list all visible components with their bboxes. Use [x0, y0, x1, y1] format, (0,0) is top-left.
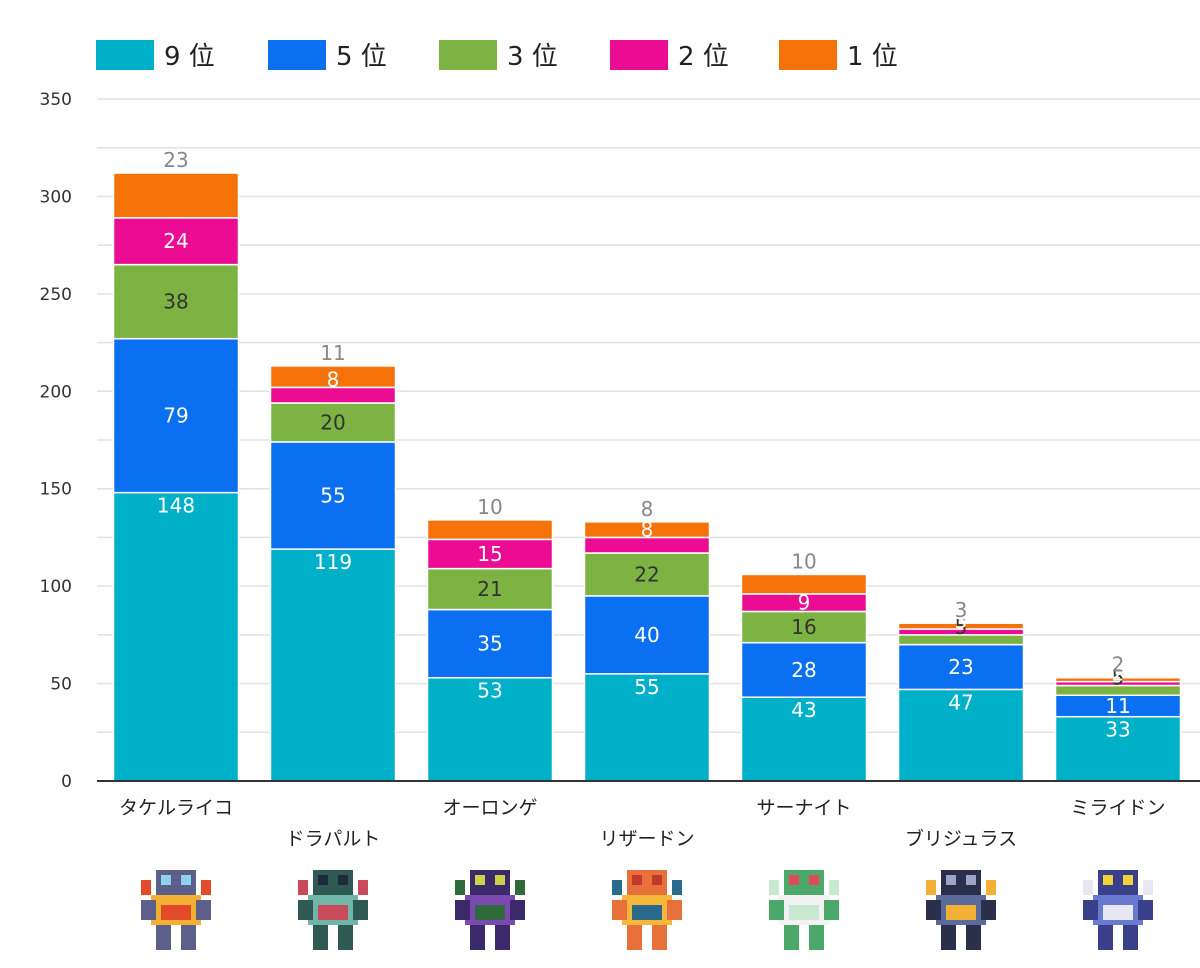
bar-segment — [426, 519, 554, 541]
data-label: 16 — [791, 615, 816, 639]
bar-segment — [269, 441, 397, 550]
bar-segment — [112, 263, 240, 340]
data-label: 8 — [327, 367, 340, 391]
bar-segment — [112, 337, 240, 494]
grimmsnarl-sprite — [440, 860, 540, 960]
data-label: 11 — [320, 341, 345, 365]
raging-bolt-sprite — [126, 860, 226, 960]
bar-segment — [1054, 715, 1182, 782]
data-label: 3 — [955, 598, 968, 622]
bar-segment — [583, 521, 711, 539]
data-label: 9 — [798, 591, 811, 615]
data-label: 15 — [477, 542, 502, 566]
archaludon-sprite — [911, 860, 1011, 960]
legend-swatch — [268, 40, 326, 70]
x-category-label: サーナイト — [756, 797, 851, 819]
data-label: 3 — [955, 609, 968, 633]
charizard-sprite — [597, 860, 697, 960]
data-label: 53 — [477, 679, 502, 703]
data-label: 22 — [634, 562, 659, 586]
legend-swatch — [610, 40, 668, 70]
bar-segment — [426, 538, 554, 570]
data-label: 24 — [163, 229, 188, 253]
legend-label: 5 位 — [336, 42, 387, 72]
bar-segment — [426, 608, 554, 679]
bar-segment — [583, 595, 711, 675]
legend-label: 9 位 — [164, 42, 215, 72]
data-label: 38 — [163, 290, 188, 314]
data-label: 33 — [1105, 718, 1130, 742]
data-label: 47 — [948, 690, 973, 714]
data-label: 79 — [163, 404, 188, 428]
data-label: 11 — [1105, 694, 1130, 718]
y-tick-label: 100 — [40, 577, 72, 597]
legend-swatch — [96, 40, 154, 70]
data-label: 10 — [791, 549, 816, 573]
bar-segment — [740, 641, 868, 698]
bar-segment — [740, 573, 868, 595]
bars: 1487938242311955208115335211510554022884… — [112, 148, 1182, 782]
bar-segment — [269, 548, 397, 782]
data-label: 35 — [477, 632, 502, 656]
bar-segment — [897, 622, 1025, 630]
y-tick-label: 300 — [40, 187, 72, 207]
data-label: 5 — [1112, 666, 1125, 690]
bar-segment — [112, 217, 240, 266]
legend-label: 2 位 — [678, 42, 729, 72]
data-label: 119 — [314, 550, 352, 574]
data-label: 23 — [163, 148, 188, 172]
legend-label: 3 位 — [507, 42, 558, 72]
x-category-label: タケルライコ — [119, 797, 233, 819]
dragapult-sprite — [283, 860, 383, 960]
data-label: 28 — [791, 658, 816, 682]
x-category-label: ドラパルト — [286, 828, 381, 850]
bar-segment — [897, 688, 1025, 782]
data-label: 8 — [641, 517, 654, 541]
data-label: 148 — [157, 494, 195, 518]
y-tick-label: 200 — [40, 382, 72, 402]
data-label: 5 — [955, 615, 968, 639]
y-tick-label: 50 — [50, 675, 72, 695]
x-category-label: オーロンゲ — [442, 797, 537, 819]
legend-label: 1 位 — [847, 42, 898, 72]
data-label: 55 — [634, 675, 659, 699]
bar-segment — [583, 552, 711, 597]
bar-segment — [897, 643, 1025, 691]
data-label: 2 — [1112, 653, 1125, 677]
bar-segment — [112, 491, 240, 782]
data-label: 43 — [791, 698, 816, 722]
legend-swatch — [779, 40, 837, 70]
data-label: 2 — [1112, 662, 1125, 686]
bar-segment — [426, 567, 554, 611]
y-axis: 0 50 100 150 200 250 300 350 — [40, 90, 72, 792]
legend-swatch — [439, 40, 497, 70]
bar-segment — [740, 696, 868, 782]
bar-segment — [583, 673, 711, 782]
y-tick-label: 150 — [40, 480, 72, 500]
y-tick-label: 0 — [61, 772, 72, 792]
data-label: 8 — [641, 497, 654, 521]
y-tick-label: 350 — [40, 90, 72, 110]
bar-segment — [269, 402, 397, 443]
x-category-label: ブリジュラス — [905, 827, 1017, 850]
data-label: 21 — [477, 577, 502, 601]
data-label: 23 — [948, 655, 973, 679]
x-category-label: ミライドン — [1070, 797, 1165, 819]
data-label: 20 — [320, 410, 345, 434]
y-tick-label: 250 — [40, 285, 72, 305]
legend: 9 位 5 位 3 位 2 位 1 位 — [96, 40, 898, 72]
bar-segment — [112, 172, 240, 219]
miraidon-sprite — [1068, 860, 1168, 960]
bar-segment — [269, 365, 397, 389]
data-label: 55 — [320, 484, 345, 508]
gardevoir-sprite — [754, 860, 854, 960]
bar-segment — [1054, 676, 1182, 683]
data-label: 10 — [477, 495, 502, 519]
data-label: 40 — [634, 623, 659, 647]
x-category-label: リザードン — [599, 828, 694, 850]
